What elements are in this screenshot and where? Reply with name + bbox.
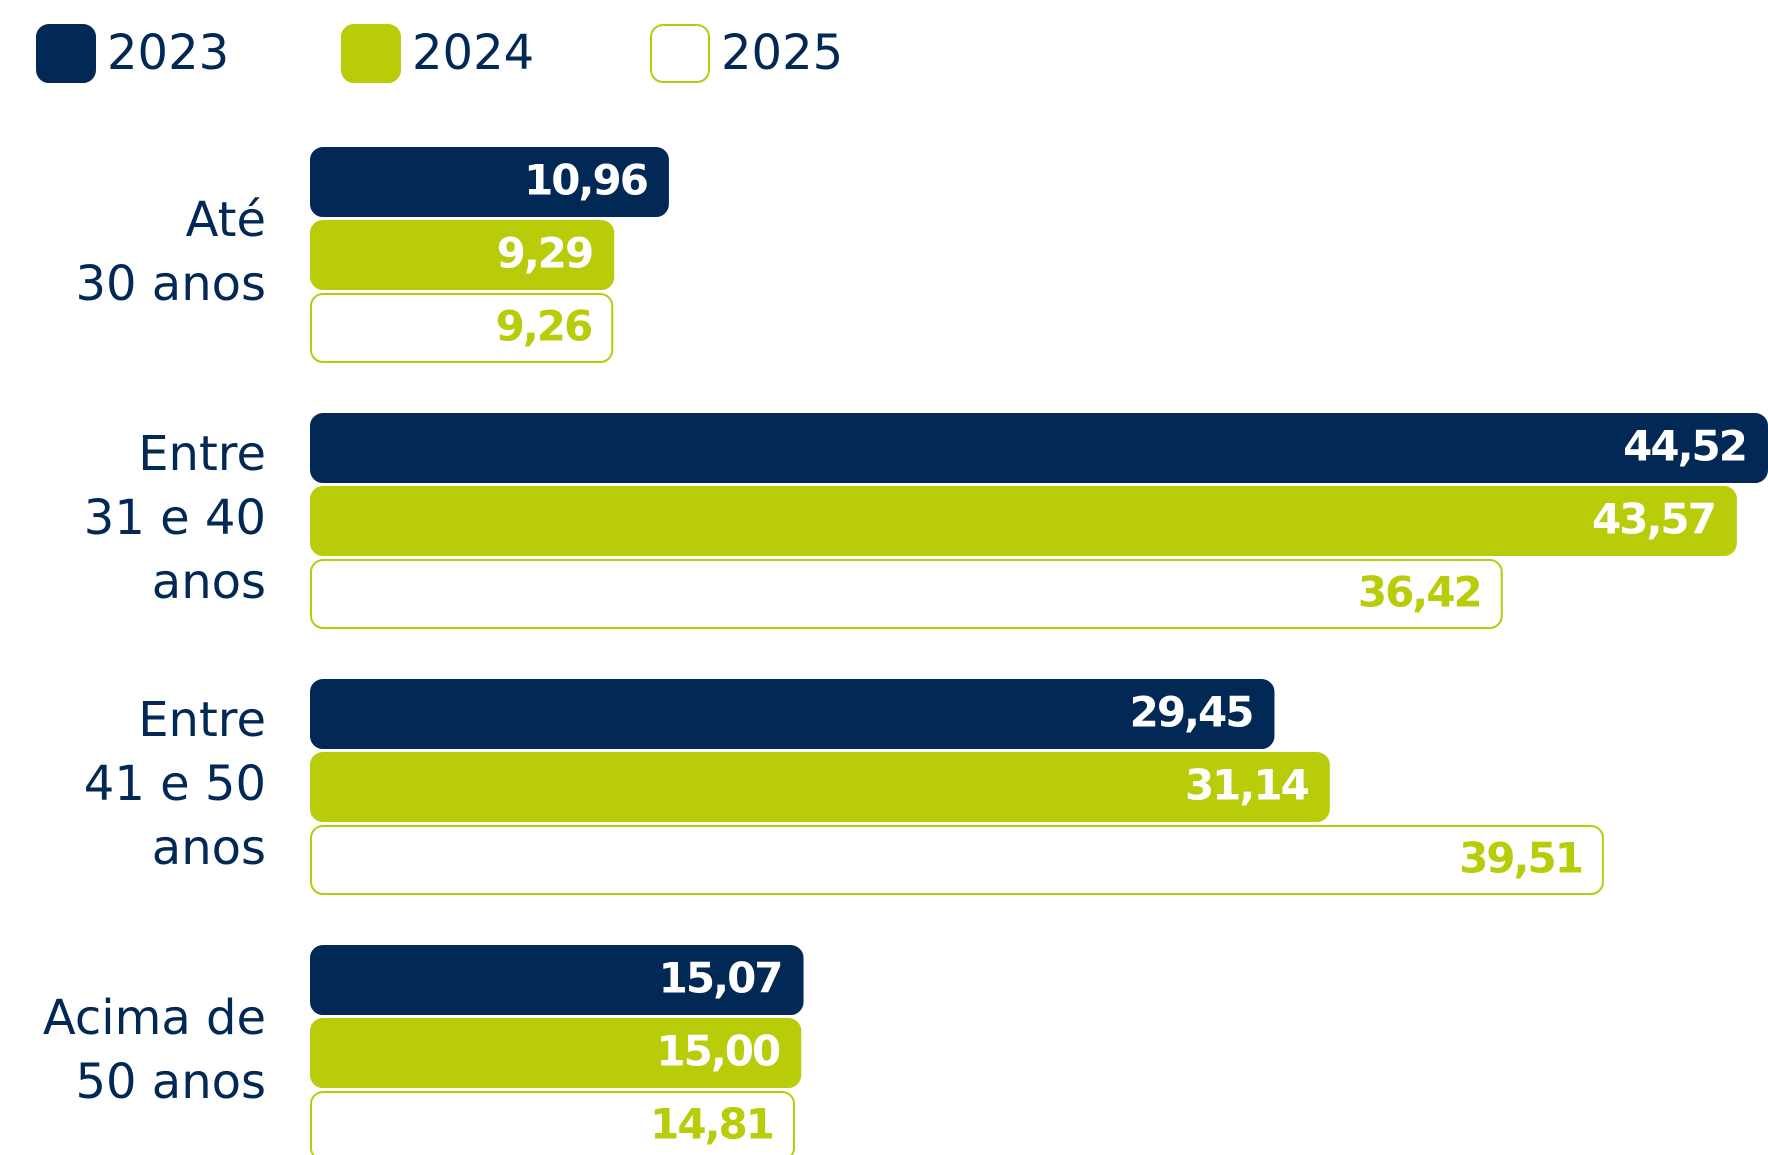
bar	[310, 559, 1503, 629]
bar	[310, 825, 1604, 895]
value-label: 39,51	[1459, 834, 1582, 883]
value-label: 9,26	[496, 302, 592, 351]
legend-label: 2025	[721, 25, 843, 81]
value-label: 10,96	[524, 156, 647, 205]
bar	[310, 945, 804, 1015]
bar	[310, 413, 1768, 483]
bar	[310, 1091, 796, 1155]
value-label: 9,29	[497, 229, 593, 278]
category-label: Acima de 50 anos	[43, 990, 266, 1110]
legend-swatch	[341, 24, 401, 83]
bar	[310, 1018, 802, 1088]
bar	[310, 679, 1275, 749]
value-label: 15,07	[659, 954, 782, 1003]
value-label: 43,57	[1592, 495, 1715, 544]
legend-swatch	[36, 24, 96, 83]
value-label: 36,42	[1358, 568, 1481, 617]
legend-swatch	[650, 24, 710, 83]
value-label: 44,52	[1623, 422, 1746, 471]
bar	[310, 147, 669, 217]
value-label: 29,45	[1130, 688, 1253, 737]
value-label: 14,81	[650, 1100, 773, 1149]
legend-label: 2024	[412, 25, 534, 81]
category-label: Até 30 anos	[75, 192, 266, 312]
bar	[310, 293, 614, 363]
bar	[310, 486, 1737, 556]
bar	[310, 220, 615, 290]
bar	[310, 752, 1330, 822]
value-label: 15,00	[656, 1027, 780, 1076]
legend-label: 2023	[107, 25, 229, 81]
category-label: Entre 31 e 40 anos	[84, 426, 266, 610]
value-label: 31,14	[1185, 761, 1309, 810]
category-label: Entre 41 e 50 anos	[84, 692, 266, 876]
